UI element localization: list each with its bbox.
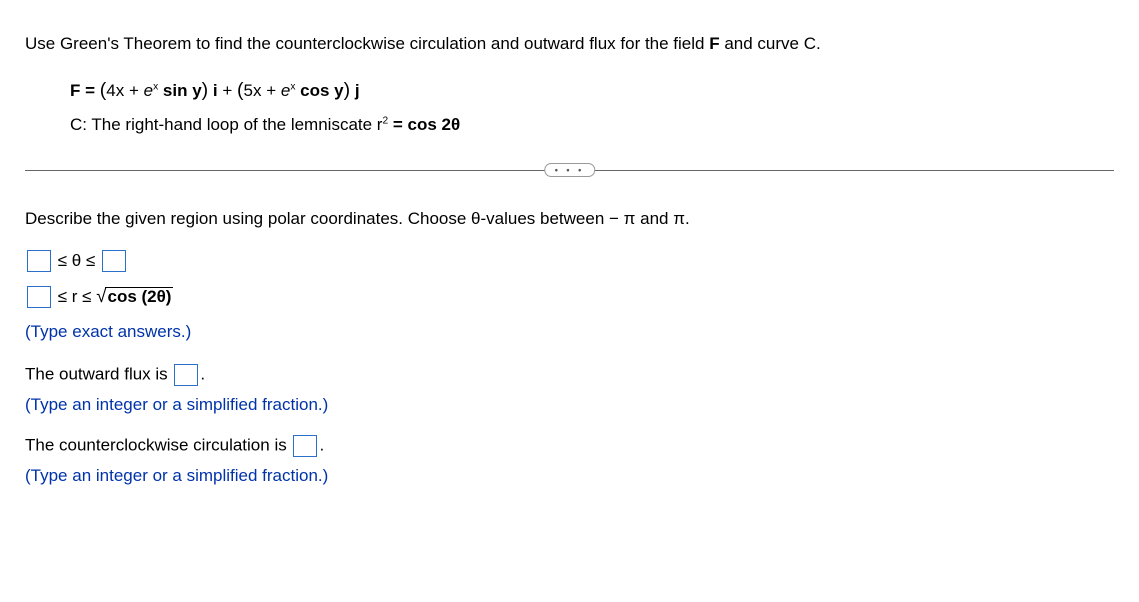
- flux-input[interactable]: [174, 364, 198, 386]
- page-container: Use Green's Theorem to find the counterc…: [0, 0, 1139, 511]
- flux-line: The outward flux is .: [25, 364, 1114, 386]
- formula-line: F = (4x + ex sin y) i + (5x + ex cos y) …: [70, 72, 1114, 109]
- theta-relation: ≤ θ ≤: [53, 251, 100, 270]
- section-divider: • • •: [25, 170, 1114, 171]
- formula-section: F = (4x + ex sin y) i + (5x + ex cos y) …: [25, 57, 1114, 141]
- curve-line: C: The right-hand loop of the lemniscate…: [70, 109, 1114, 141]
- r-min-input[interactable]: [27, 286, 51, 308]
- term1-b: sin y: [158, 81, 201, 100]
- sqrt-expression: √cos (2θ): [96, 287, 173, 307]
- term2-a: 5x +: [244, 81, 281, 100]
- plus: +: [222, 81, 237, 100]
- r-range-line: ≤ r ≤ √cos (2θ): [25, 279, 1114, 315]
- flux-lead: The outward flux is: [25, 364, 172, 383]
- question-block: Describe the given region using polar co…: [25, 203, 1114, 235]
- term1-a: 4x +: [106, 81, 143, 100]
- term1-e: e: [144, 81, 153, 100]
- theta-max-input[interactable]: [102, 250, 126, 272]
- hint-flux: (Type an integer or a simplified fractio…: [25, 390, 1114, 421]
- circulation-line: The counterclockwise circulation is .: [25, 435, 1114, 457]
- problem-statement: Use Green's Theorem to find the counterc…: [25, 30, 1114, 57]
- unit-i: i: [208, 81, 222, 100]
- describe-negpi: − π: [609, 209, 635, 228]
- describe-end: .: [685, 209, 690, 228]
- flux-tail: .: [200, 364, 205, 383]
- theta-range-line: ≤ θ ≤: [25, 243, 1114, 279]
- circ-lead: The counterclockwise circulation is: [25, 435, 291, 454]
- intro-tail: and curve C.: [720, 34, 821, 53]
- intro-text: Use Green's Theorem to find the counterc…: [25, 34, 709, 53]
- term2-b: cos y: [295, 81, 343, 100]
- theta-min-input[interactable]: [27, 250, 51, 272]
- circulation-input[interactable]: [293, 435, 317, 457]
- describe-mid: and: [635, 209, 673, 228]
- curve-tail: = cos 2θ: [388, 115, 460, 134]
- formula-lead: F =: [70, 81, 100, 100]
- circ-tail: .: [319, 435, 324, 454]
- unit-j: j: [350, 81, 359, 100]
- describe-pi: π: [673, 209, 685, 228]
- sqrt-body: cos (2θ): [105, 287, 173, 307]
- curve-lead: C: The right-hand loop of the lemniscate…: [70, 115, 382, 134]
- divider-pill[interactable]: • • •: [544, 163, 595, 177]
- hint-circulation: (Type an integer or a simplified fractio…: [25, 461, 1114, 492]
- r-relation: ≤ r ≤: [53, 287, 96, 306]
- field-F: F: [709, 34, 719, 53]
- hint-exact-answers: (Type exact answers.): [25, 314, 1114, 350]
- term2-e: e: [281, 81, 290, 100]
- describe-part1: Describe the given region using polar co…: [25, 209, 609, 228]
- inputs-block: ≤ θ ≤ ≤ r ≤ √cos (2θ) (Type exact answer…: [25, 235, 1114, 350]
